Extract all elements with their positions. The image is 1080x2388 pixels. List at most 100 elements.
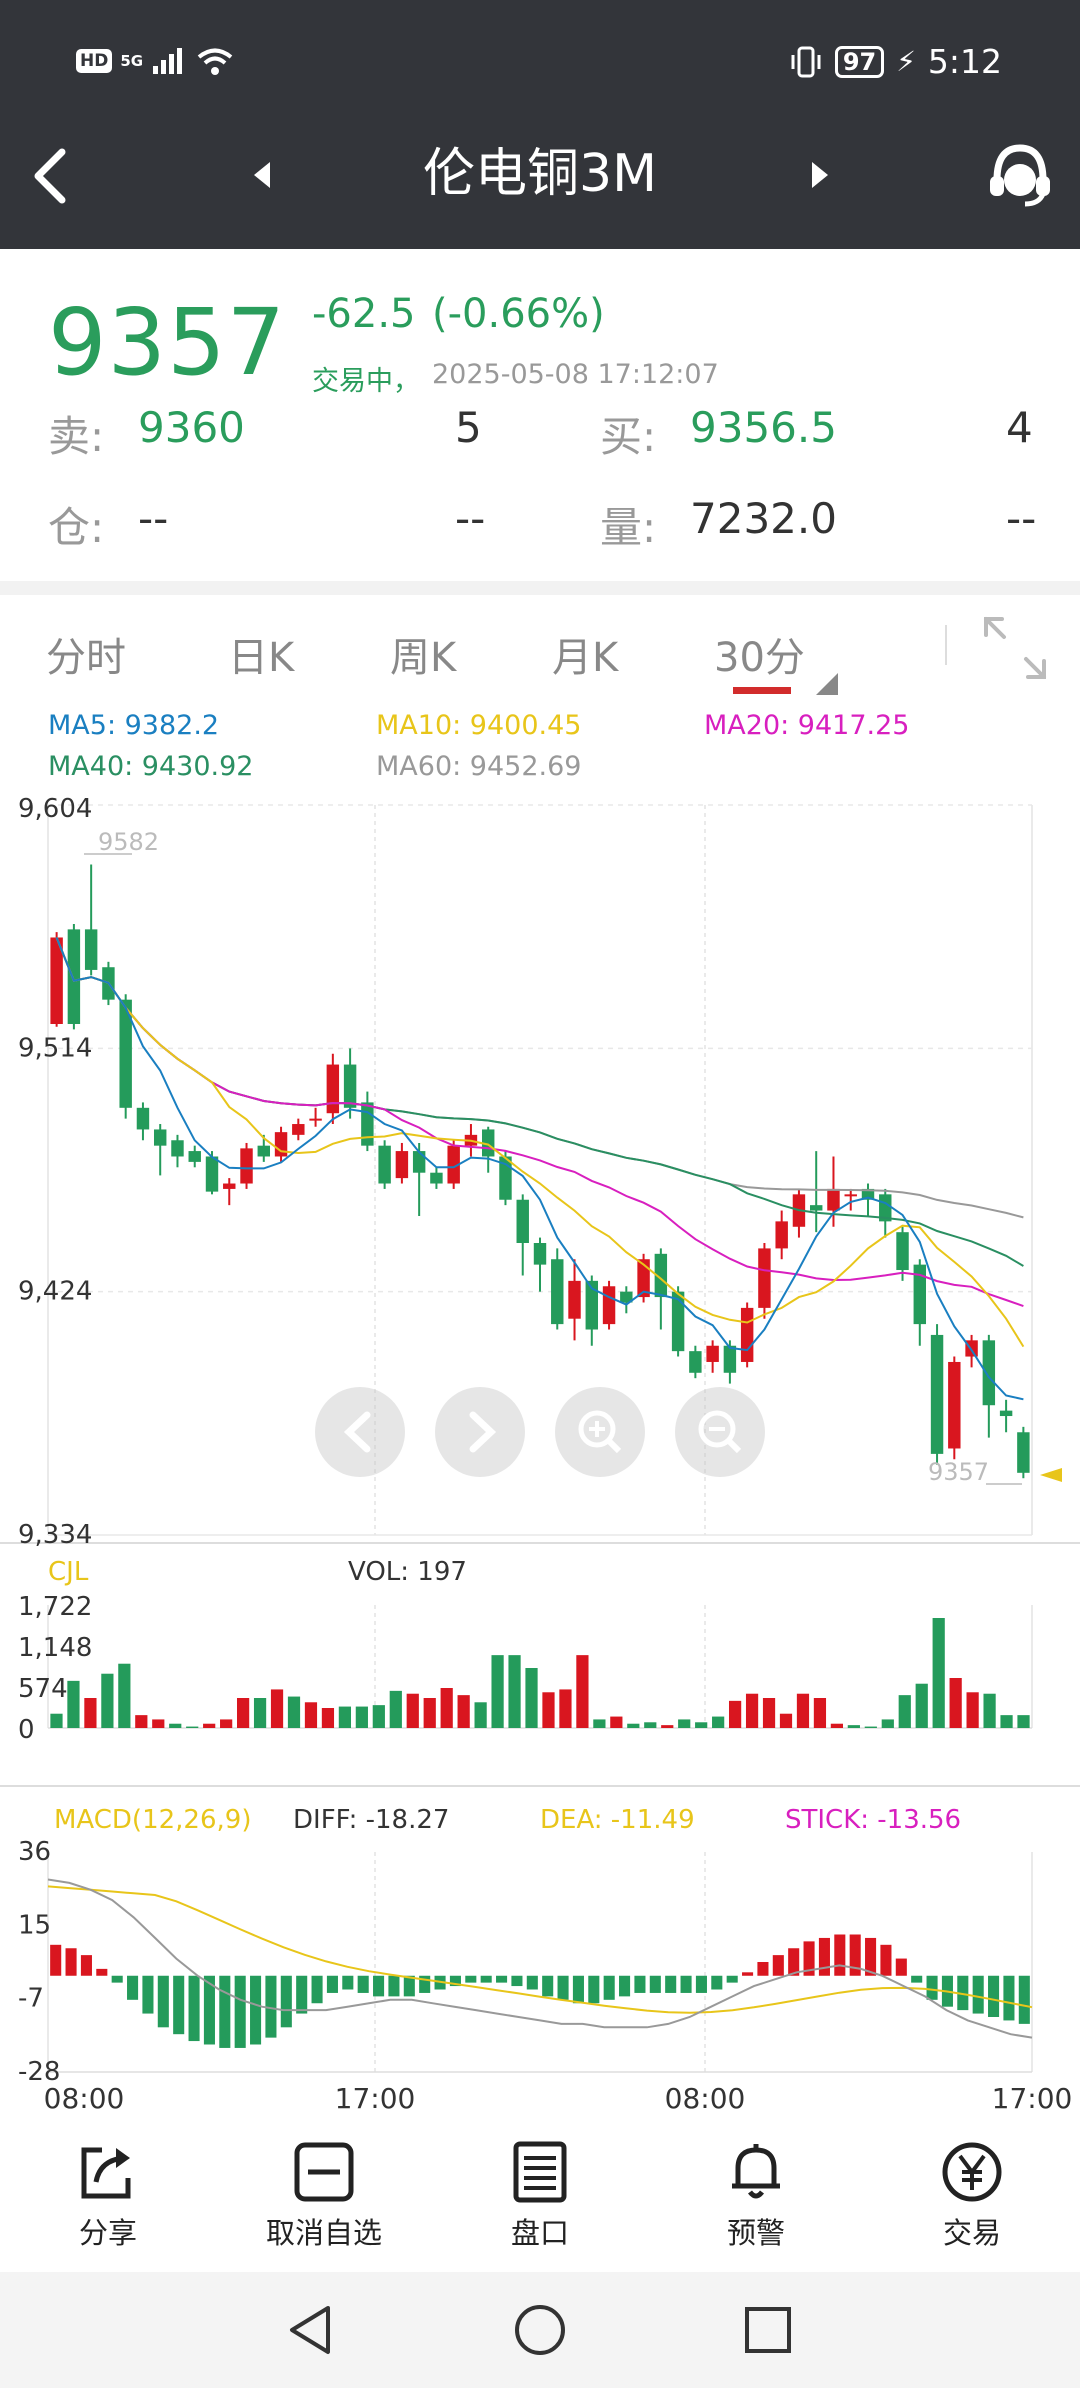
scroll-right-button[interactable] (435, 1387, 525, 1477)
battery-level: 97 (834, 45, 885, 78)
remove-watchlist-button[interactable]: 取消自选 (244, 2140, 404, 2260)
alert-button[interactable]: 预警 (676, 2140, 836, 2260)
candle (343, 1048, 357, 1119)
zoom-out-button[interactable] (675, 1387, 765, 1477)
candle (585, 1275, 599, 1346)
quote-timestamp: 2025-05-08 17:12:07 (432, 359, 719, 390)
price-change: -62.5 (312, 291, 416, 337)
macd-bar (772, 1955, 784, 1976)
macd-bar (50, 1944, 62, 1976)
vibrate-icon (791, 46, 821, 77)
volume-bar (186, 1726, 199, 1728)
candle-body (84, 929, 98, 970)
volume-bar (949, 1678, 962, 1728)
scroll-left-button[interactable] (315, 1387, 405, 1477)
wifi-icon (197, 48, 233, 75)
macd-title: MACD(12,26,9) (54, 1805, 251, 1835)
nav-back-icon[interactable] (282, 2300, 342, 2360)
prev-contract-icon[interactable] (250, 160, 274, 190)
bottom-toolbar: 分享 取消自选 盘口 预警 交易 (0, 2130, 1080, 2270)
dropdown-triangle-icon[interactable] (816, 673, 838, 695)
candle (274, 1126, 288, 1162)
ma40-legend: MA40: 9430.92 (48, 751, 254, 782)
back-arrow-icon[interactable] (30, 146, 70, 206)
macd-chart[interactable]: MACD(12,26,9) DIFF: -18.27 DEA: -11.49 STIC… (0, 1790, 1080, 2130)
candle-body (568, 1280, 581, 1319)
candle-body (309, 1118, 322, 1121)
candle (982, 1334, 996, 1438)
macd-bar (988, 1975, 1000, 2017)
volume-bar (610, 1716, 623, 1728)
candle-body (740, 1307, 754, 1362)
alert-label: 预警 (726, 2216, 785, 2250)
trade-button[interactable]: 交易 (892, 2140, 1052, 2260)
candle (775, 1210, 788, 1260)
tab-intraday[interactable]: 分时 (46, 635, 126, 681)
nav-bar: 伦电铜3M (0, 120, 1080, 230)
volume-bar (779, 1713, 793, 1728)
macd-bar (280, 1975, 292, 2028)
zoom-out-icon (698, 1410, 742, 1454)
candle-body (240, 1148, 253, 1184)
zoom-in-button[interactable] (555, 1387, 645, 1477)
macd-bar (834, 1934, 846, 1976)
tab-weekly[interactable]: 周K (390, 635, 457, 681)
candle-body (809, 1205, 823, 1211)
orderbook-button[interactable]: 盘口 (460, 2140, 620, 2260)
volume-chart[interactable]: CJL VOL: 197 1,722 1,148 574 0 (0, 1550, 1080, 1790)
candle-body (481, 1129, 495, 1157)
hd-badge: HD (76, 49, 113, 73)
candle-body (205, 1156, 219, 1192)
macd-bar (142, 1975, 154, 2014)
volume-bar (355, 1706, 368, 1728)
macd-bar (265, 1975, 277, 2038)
ma20-line (55, 937, 1024, 1308)
macd-bar (373, 1975, 385, 1997)
macd-bar (188, 1975, 200, 2042)
vol-tick-label: 1,148 (18, 1633, 92, 1663)
vol-value: VOL: 197 (348, 1557, 467, 1587)
macd-bar (665, 1975, 677, 1993)
macd-bar (680, 1975, 692, 1993)
trade-status: 交易中， (312, 366, 420, 397)
next-contract-icon[interactable] (808, 160, 832, 190)
candle-body (223, 1183, 236, 1189)
macd-bar (357, 1975, 369, 1993)
chevron-left-icon (343, 1411, 371, 1453)
macd-bar (250, 1975, 262, 2045)
candle-body (637, 1259, 650, 1298)
candle (999, 1399, 1013, 1433)
macd-bar (865, 1937, 877, 1976)
volume-bar (321, 1708, 335, 1728)
candle (879, 1188, 892, 1238)
x-tick-label: 17:00 (335, 2082, 416, 2115)
x-tick-label: 08:00 (44, 2082, 125, 2115)
volume-bar (118, 1663, 131, 1728)
customer-service-icon[interactable] (985, 140, 1055, 210)
candle (136, 1102, 150, 1141)
candle (913, 1259, 927, 1346)
tab-30min[interactable]: 30分 (714, 635, 805, 681)
fullscreen-icon[interactable] (980, 613, 1050, 683)
tab-monthly[interactable]: 月K (552, 635, 619, 681)
tab-daily[interactable]: 日K (228, 635, 295, 681)
trade-label: 交易 (942, 2216, 1001, 2250)
period-tabs: 分时 日K 周K 月K 30分 (0, 595, 1080, 705)
sell-label: 卖: (48, 412, 105, 461)
volume-bar (983, 1693, 996, 1728)
candle-body (620, 1291, 633, 1303)
macd-bar (542, 1975, 554, 1997)
buy-price: 9356.5 (690, 403, 837, 452)
candle (706, 1340, 719, 1373)
share-button[interactable]: 分享 (28, 2140, 188, 2260)
volume-bar (270, 1689, 284, 1728)
candlestick-chart[interactable]: 9,604 9,514 9,424 9,334 9582 9357 (0, 790, 1080, 1550)
macd-bar (465, 1975, 477, 1983)
candle-body (50, 937, 63, 1024)
status-right: 97 ⚡ 5:12 (789, 42, 1002, 81)
nav-home-icon[interactable] (510, 2300, 570, 2360)
nav-recents-icon[interactable] (738, 2300, 798, 2360)
candle-body (689, 1351, 702, 1373)
candle (326, 1053, 340, 1125)
candle-body (361, 1102, 374, 1146)
